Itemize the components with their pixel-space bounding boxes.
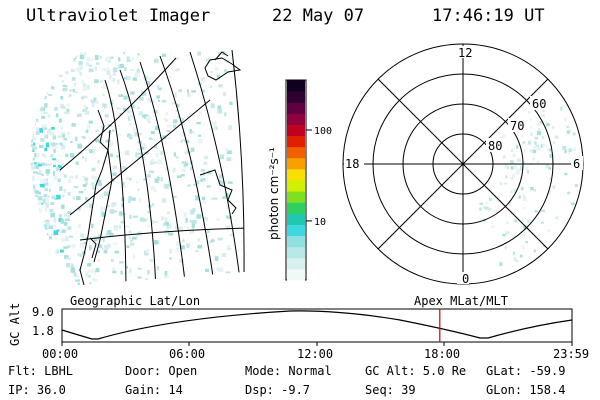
orbit-xtick-1200: 12:00 bbox=[297, 347, 334, 361]
polar-plot: 12 18 6 0 60 70 80 bbox=[342, 43, 584, 286]
orbit-ytick-bottom: 1.8 bbox=[32, 324, 54, 338]
geo-limb bbox=[231, 49, 245, 273]
orbit-ytick-top: 9.0 bbox=[32, 305, 54, 319]
date-label: 22 May 07 bbox=[272, 6, 365, 26]
colorbar-tick-label-10: 10 bbox=[314, 217, 326, 228]
orbit-xtick-0600: 06:00 bbox=[169, 347, 206, 361]
gain-readout: Gain: 14 bbox=[125, 383, 183, 397]
orbit-xtick-0000: 00:00 bbox=[42, 347, 79, 361]
mlt-label-0: 0 bbox=[462, 272, 469, 286]
gc-alt-readout: GC Alt: 5.0 Re bbox=[365, 364, 467, 378]
polar-caption: Apex MLat/MLT bbox=[414, 294, 508, 308]
polar-emission bbox=[479, 103, 578, 267]
ip-readout: IP: 36.0 bbox=[8, 383, 66, 397]
graticule bbox=[59, 51, 245, 285]
orbit-xtick-1800: 18:00 bbox=[424, 347, 461, 361]
mlat-label-60: 60 bbox=[532, 97, 546, 111]
glat-readout: GLat: -59.9 bbox=[486, 364, 566, 378]
colorbar-tick-label-100: 100 bbox=[314, 126, 332, 137]
altitude-curve bbox=[61, 310, 573, 340]
colorbar: 100 10 photon cm⁻²s⁻¹ bbox=[267, 79, 332, 281]
glon-readout: GLon: 158.4 bbox=[486, 383, 566, 397]
geographic-caption: Geographic Lat/Lon bbox=[70, 294, 201, 308]
instrument-title: Ultraviolet Imager bbox=[26, 6, 211, 26]
mlt-label-18: 18 bbox=[345, 157, 359, 171]
dsp-readout: Dsp: -9.7 bbox=[245, 383, 311, 397]
mlat-label-80: 80 bbox=[488, 139, 502, 153]
polar-diagonal-b bbox=[377, 78, 549, 250]
door-readout: Door: Open bbox=[125, 364, 198, 378]
mlt-label-12: 12 bbox=[458, 46, 472, 60]
orbit-xtick-2359: 23:59 bbox=[553, 347, 590, 361]
orbit-plot-frame bbox=[61, 308, 573, 343]
colorbar-gradient bbox=[287, 80, 305, 281]
orbit-ylabel: GC Alt bbox=[8, 302, 22, 346]
mlt-label-6: 6 bbox=[573, 157, 580, 171]
orbit-altitude-plot bbox=[61, 308, 573, 346]
geographic-map bbox=[30, 49, 245, 286]
mode-readout: Mode: Normal bbox=[245, 364, 332, 378]
coastlines bbox=[79, 51, 242, 286]
time-label: 17:46:19 UT bbox=[432, 6, 545, 26]
colorbar-unit-label: photon cm⁻²s⁻¹ bbox=[267, 147, 281, 240]
filter-readout: Flt: LBHL bbox=[8, 364, 74, 378]
mlat-label-70: 70 bbox=[510, 119, 524, 133]
seq-readout: Seq: 39 bbox=[365, 383, 416, 397]
